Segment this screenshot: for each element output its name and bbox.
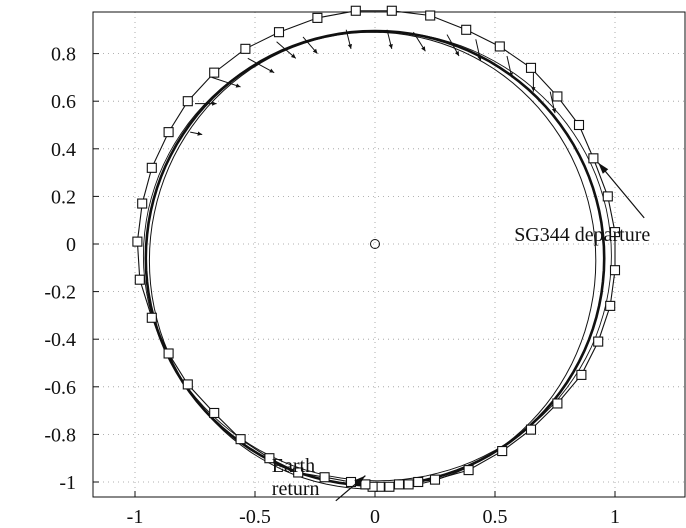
orbit-curves <box>136 10 616 490</box>
orbit-square-marker <box>235 434 246 445</box>
annotations: SG344 departure Earth return <box>272 162 650 502</box>
orbit-square-marker <box>588 153 599 164</box>
y-axis-ticks: 0.8 0.6 0.4 0.2 0 -0.2 -0.4 -0.6 -0.8 -1 <box>44 44 99 494</box>
thrust-arrow-head <box>290 53 296 59</box>
thrust-arrow-head <box>388 43 393 49</box>
y-tick-label: -1 <box>59 472 76 494</box>
orbit-square-marker <box>360 479 371 490</box>
orbit-square-marker <box>429 474 441 485</box>
x-tick-label: -1 <box>127 506 144 528</box>
orbit-square-marker <box>319 472 330 483</box>
x-tick-label: 0 <box>370 506 380 528</box>
x-tick-label: -0.5 <box>239 506 271 528</box>
orbit-square-marker <box>146 312 157 323</box>
orbit-square-marker <box>293 467 304 478</box>
orbit-square-marker <box>552 398 563 409</box>
thrust-arrow-head <box>421 46 426 52</box>
orbit-square-marker <box>403 479 414 490</box>
orbit-square-marker <box>425 10 436 21</box>
orbit-square-marker <box>312 12 323 23</box>
orbit-square-marker <box>576 369 587 380</box>
orbit-square-marker <box>132 236 143 247</box>
transfer-orbit-curve-3 <box>142 30 612 482</box>
orbit-square-marker <box>209 407 220 419</box>
orbit-square-marker <box>413 476 424 488</box>
thrust-arrow-head <box>235 83 241 88</box>
orbit-square-marker <box>573 119 585 131</box>
orbit-square-marker <box>163 348 174 359</box>
thrust-arrow-head <box>347 43 353 49</box>
annotation-arrow-head <box>354 475 366 486</box>
grid-lines <box>93 12 685 497</box>
orbit-square-marker <box>273 27 285 38</box>
plot-frame <box>92 11 686 498</box>
thrust-arrow-head <box>454 50 459 56</box>
thrust-arrow-head <box>212 101 217 106</box>
y-tick-label: 0.2 <box>51 186 76 208</box>
x-tick-label: 0.5 <box>483 506 508 528</box>
orbit-square-marker <box>463 465 474 476</box>
orbit-square-marker <box>609 227 621 238</box>
orbit-square-marker <box>240 43 251 54</box>
orbit-square-marker <box>593 336 604 347</box>
orbit-square-marker <box>345 476 357 488</box>
orbit-square-marker <box>182 96 193 107</box>
thrust-arrow-head <box>531 87 536 92</box>
orbit-square-marker <box>525 62 537 73</box>
thrust-arrow-line <box>211 76 241 88</box>
orbit-square-marker <box>209 67 220 78</box>
orbit-square-marker <box>605 300 616 311</box>
orbit-square-marker <box>137 198 148 209</box>
y-tick-label: 0.8 <box>51 44 76 66</box>
annotation-arrow-head <box>598 162 609 174</box>
thrust-arrow-head <box>477 55 482 61</box>
y-tick-label: 0.6 <box>51 91 76 113</box>
orbit-square-marker <box>163 127 174 138</box>
orbit-square-marker <box>350 5 361 16</box>
y-tick-label: -0.4 <box>44 329 76 351</box>
annotation-sg344-departure: SG344 departure <box>514 224 650 246</box>
annotation-departure-arrow <box>597 162 645 219</box>
orbit-markers <box>132 5 621 492</box>
thrust-arrow-head <box>551 108 557 114</box>
thrust-arrows <box>190 29 557 488</box>
orbit-square-marker <box>525 424 537 435</box>
y-tick-label: 0.4 <box>51 139 76 161</box>
annotation-earth-return-line2: return <box>272 478 320 500</box>
orbit-square-marker <box>384 481 395 492</box>
orbit-square-marker <box>393 479 405 490</box>
orbit-square-marker <box>182 379 193 390</box>
orbit-square-marker <box>386 5 397 16</box>
orbit-square-marker <box>264 453 275 464</box>
orbit-square-marker <box>497 446 508 457</box>
thrust-arrow-head <box>508 72 513 78</box>
y-tick-label: -0.8 <box>44 424 76 446</box>
x-axis-ticks: -1 -0.5 0 0.5 1 <box>127 491 620 528</box>
orbit-square-marker <box>602 191 613 202</box>
center-marker <box>370 239 380 249</box>
y-tick-label: -0.6 <box>44 377 76 399</box>
thrust-arrow-line <box>247 57 275 74</box>
orbit-square-marker <box>134 274 145 285</box>
orbit-square-marker <box>146 162 157 173</box>
orbit-square-marker <box>552 91 563 102</box>
annotation-earth-return-line1: Earth <box>272 455 315 477</box>
x-tick-label: 1 <box>610 506 620 528</box>
orbit-square-marker <box>609 265 621 276</box>
thrust-arrow-head <box>197 131 203 136</box>
orbit-square-marker <box>461 24 472 35</box>
y-tick-label: -0.2 <box>44 282 76 304</box>
y-tick-label: 0 <box>66 234 76 256</box>
thrust-arrow-head <box>269 68 275 73</box>
transfer-orbit-curve-2 <box>148 31 597 490</box>
thrust-arrow-head <box>312 48 318 54</box>
orbit-square-marker <box>494 41 505 52</box>
